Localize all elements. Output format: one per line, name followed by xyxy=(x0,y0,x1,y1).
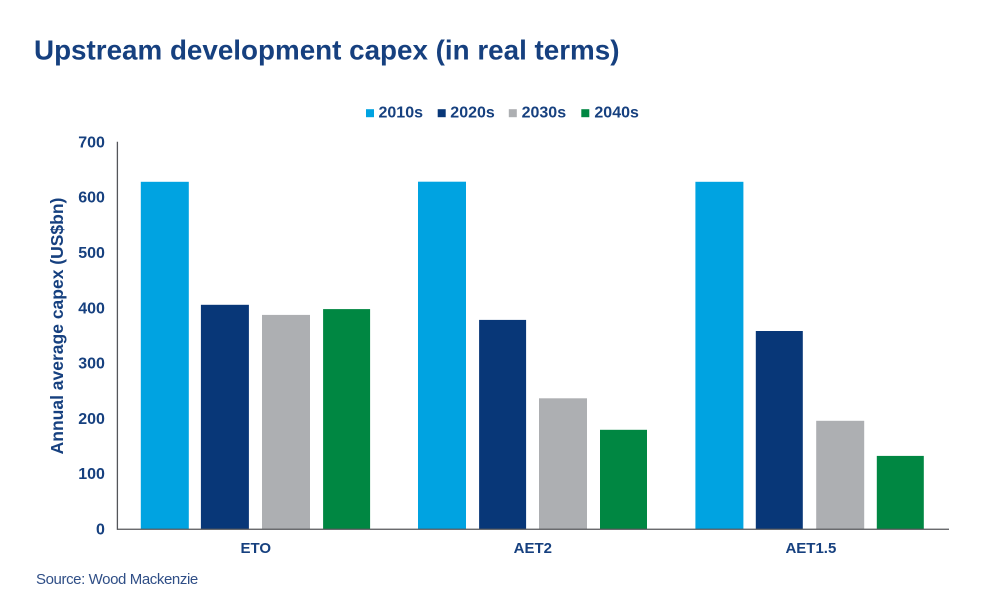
svg-text:2040s: 2040s xyxy=(594,105,639,122)
svg-text:500: 500 xyxy=(78,245,105,262)
svg-text:0: 0 xyxy=(96,522,105,539)
svg-text:AET1.5: AET1.5 xyxy=(785,540,836,557)
svg-text:Source: Wood Mackenzie: Source: Wood Mackenzie xyxy=(36,571,198,588)
svg-text:AET2: AET2 xyxy=(514,540,552,557)
svg-text:ETO: ETO xyxy=(241,540,272,557)
svg-text:400: 400 xyxy=(78,300,105,317)
svg-text:300: 300 xyxy=(78,356,105,373)
svg-text:700: 700 xyxy=(78,134,105,151)
svg-text:2010s: 2010s xyxy=(379,105,424,122)
svg-text:2020s: 2020s xyxy=(450,105,495,122)
svg-text:200: 200 xyxy=(78,411,105,428)
svg-text:600: 600 xyxy=(78,190,105,207)
svg-text:Annual average capex (US$bn): Annual average capex (US$bn) xyxy=(47,198,67,455)
svg-text:2030s: 2030s xyxy=(522,105,567,122)
svg-text:100: 100 xyxy=(78,466,105,483)
svg-text:Upstream development capex (in: Upstream development capex (in real term… xyxy=(34,35,620,66)
